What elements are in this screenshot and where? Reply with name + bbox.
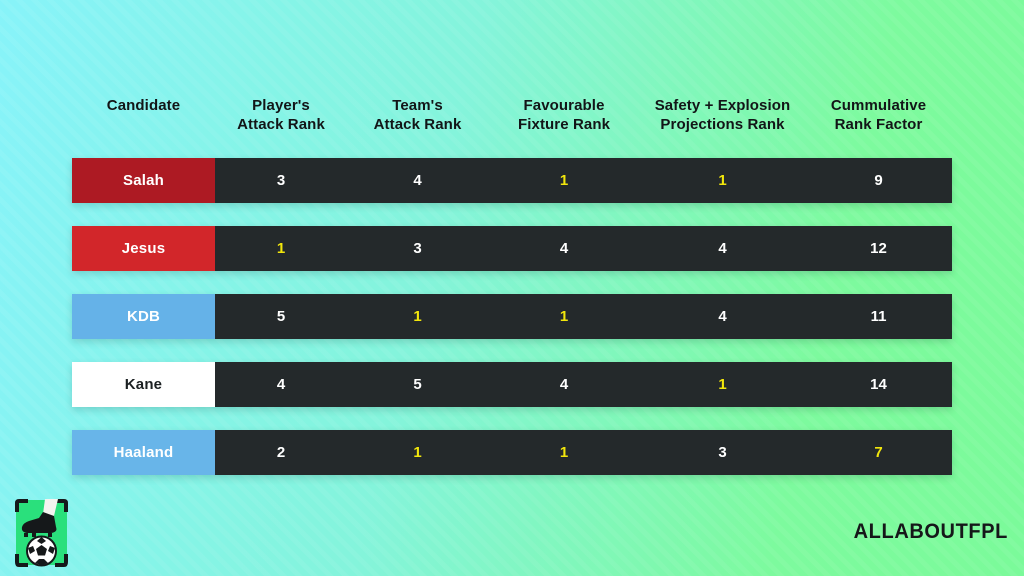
table-row-salah: Salah 3 4 1 1 9 xyxy=(72,158,952,203)
frame-corner xyxy=(55,499,68,512)
rank-cell: 7 xyxy=(874,444,883,461)
rank-cell: 1 xyxy=(718,376,727,393)
rank-cell: 9 xyxy=(874,172,883,189)
boot-studs xyxy=(24,533,52,537)
rank-cell: 1 xyxy=(559,172,569,189)
frame-corner xyxy=(15,499,28,512)
frame-corner xyxy=(15,554,28,567)
rank-cell: 1 xyxy=(559,444,569,461)
frame-corner xyxy=(55,554,68,567)
table-row-kdb: KDB 5 1 1 4 11 xyxy=(72,294,952,339)
rank-cell: 4 xyxy=(718,240,727,257)
rank-values: 1 3 4 4 12 xyxy=(215,226,952,271)
rank-values: 5 1 1 4 11 xyxy=(215,294,952,339)
rank-cell: 4 xyxy=(559,376,569,393)
candidate-cell: Kane xyxy=(72,362,215,407)
rank-values: 3 4 1 1 9 xyxy=(215,158,952,203)
rank-cell: 4 xyxy=(718,308,727,325)
rank-values: 4 5 4 1 14 xyxy=(215,362,952,407)
allaboutfpl-logo xyxy=(15,499,68,567)
table-header: Candidate Player's Attack Rank Team's At… xyxy=(72,96,952,134)
rank-cell: 12 xyxy=(870,240,887,257)
rank-cell: 5 xyxy=(413,376,422,393)
column-header-cumulative-rank-factor: Cummulative Rank Factor xyxy=(830,97,927,133)
sock-shape xyxy=(43,499,58,516)
boot-shape xyxy=(21,512,57,533)
rank-cell: 4 xyxy=(413,172,422,189)
candidate-cell: Salah xyxy=(72,158,215,203)
football-boot-and-ball-icon xyxy=(15,499,68,567)
candidate-cell: Jesus xyxy=(72,226,215,271)
rank-cell: 1 xyxy=(559,308,569,325)
rank-cell: 2 xyxy=(276,444,286,461)
rank-cell: 4 xyxy=(276,376,286,393)
rank-cell: 1 xyxy=(413,308,422,325)
column-header-candidate: Candidate xyxy=(106,97,181,114)
rank-cell: 1 xyxy=(413,444,422,461)
rank-cell: 1 xyxy=(276,240,286,257)
table-row-kane: Kane 4 5 4 1 14 xyxy=(72,362,952,407)
column-header-safety-explosion-rank: Safety + Explosion Projections Rank xyxy=(654,97,791,133)
table-row-haaland: Haaland 2 1 1 3 7 xyxy=(72,430,952,475)
column-header-favourable-fixture-rank: Favourable Fixture Rank xyxy=(517,97,611,133)
column-header-player-attack-rank: Player's Attack Rank xyxy=(237,97,325,133)
brand-wordmark: ALLABOUTFPL xyxy=(853,520,1008,544)
rank-cell: 3 xyxy=(276,172,286,189)
rank-cell: 14 xyxy=(870,376,887,393)
soccer-ball-icon xyxy=(26,535,57,567)
rank-cell: 4 xyxy=(559,240,569,257)
column-header-team-attack-rank: Team's Attack Rank xyxy=(373,97,462,133)
table-row-jesus: Jesus 1 3 4 4 12 xyxy=(72,226,952,271)
rank-table: Candidate Player's Attack Rank Team's At… xyxy=(72,96,952,498)
rank-cell: 3 xyxy=(413,240,422,257)
rank-cell: 3 xyxy=(718,444,727,461)
rank-values: 2 1 1 3 7 xyxy=(215,430,952,475)
rank-cell: 1 xyxy=(718,172,727,189)
candidate-cell: Haaland xyxy=(72,430,215,475)
rank-cell: 11 xyxy=(870,308,887,325)
candidate-cell: KDB xyxy=(72,294,215,339)
rank-cell: 5 xyxy=(276,308,286,325)
